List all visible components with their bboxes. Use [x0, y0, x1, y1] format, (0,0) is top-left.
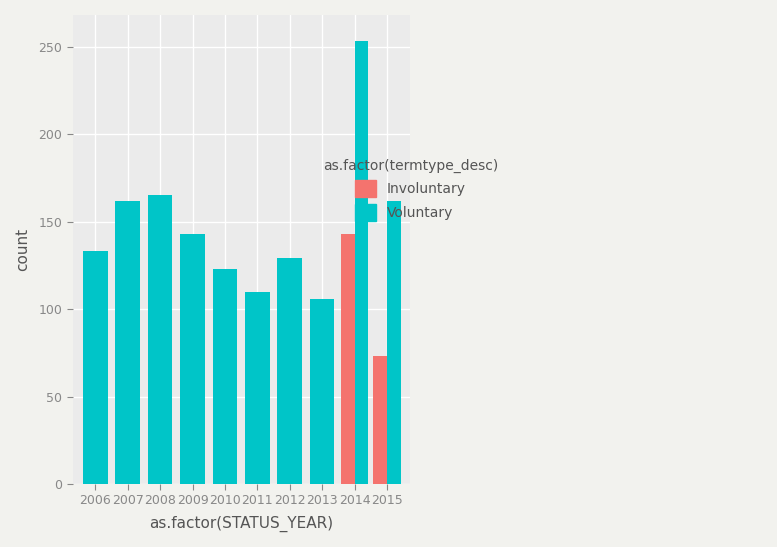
Bar [277, 258, 302, 484]
Legend: Involuntary, Voluntary: Involuntary, Voluntary [317, 153, 503, 226]
Bar [387, 201, 400, 484]
Bar [310, 299, 334, 484]
Bar [354, 41, 368, 484]
X-axis label: as.factor(STATUS_YEAR): as.factor(STATUS_YEAR) [149, 516, 333, 532]
Bar [148, 195, 172, 484]
Bar [245, 292, 270, 484]
Bar [341, 234, 354, 484]
Bar [373, 356, 387, 484]
Y-axis label: count: count [15, 228, 30, 271]
Bar [213, 269, 237, 484]
Bar [180, 234, 205, 484]
Bar [83, 251, 107, 484]
Bar [116, 201, 140, 484]
